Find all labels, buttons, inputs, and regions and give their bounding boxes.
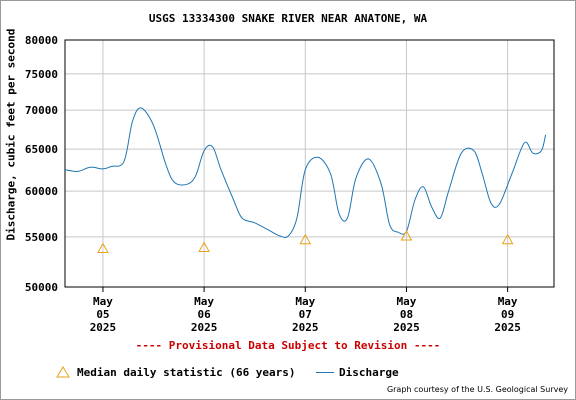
x-tick-label: May — [397, 295, 417, 308]
x-tick-label: May — [93, 295, 113, 308]
y-tick-label: 60000 — [25, 185, 58, 198]
x-tick-label: 06 — [197, 308, 211, 321]
x-tick-label: 2025 — [494, 321, 521, 334]
x-tick-label: 09 — [501, 308, 514, 321]
y-tick-label: 65000 — [25, 143, 58, 156]
plot-background — [65, 40, 554, 287]
x-tick-label: May — [194, 295, 214, 308]
legend-discharge-line — [316, 372, 334, 373]
median-point — [501, 233, 514, 245]
x-tick-label: 07 — [299, 308, 312, 321]
x-tick-label: 05 — [96, 308, 109, 321]
median-point — [97, 242, 109, 254]
y-tick-label: 80000 — [25, 34, 58, 47]
plot-frame — [64, 39, 555, 288]
y-tick-label: 75000 — [25, 68, 58, 81]
legend-discharge-label: Discharge — [339, 366, 399, 379]
x-tick-label: 08 — [400, 308, 413, 321]
y-tick-label: 55000 — [25, 231, 58, 244]
median-point — [299, 233, 312, 245]
x-tick-label: May — [295, 295, 315, 308]
median-point — [400, 229, 413, 241]
median-point — [198, 241, 210, 253]
legend-median-label: Median daily statistic (66 years) — [77, 366, 296, 379]
x-tick-label: 2025 — [90, 321, 117, 334]
x-tick-label: May — [498, 295, 518, 308]
median-triangle-icon — [56, 366, 70, 378]
x-tick-label: 2025 — [191, 321, 218, 334]
chart-title: USGS 13334300 SNAKE RIVER NEAR ANATONE, … — [148, 12, 428, 25]
provisional-notice: ---- Provisional Data Subject to Revisio… — [135, 339, 441, 352]
y-tick-label: 70000 — [25, 104, 58, 117]
x-tick-label: 2025 — [393, 321, 420, 334]
y-tick-label: 50000 — [25, 281, 58, 294]
usgs-credit: Graph courtesy of the U.S. Geological Su… — [386, 385, 568, 394]
discharge-series-line — [64, 107, 547, 239]
x-tick-label: 2025 — [292, 321, 319, 334]
